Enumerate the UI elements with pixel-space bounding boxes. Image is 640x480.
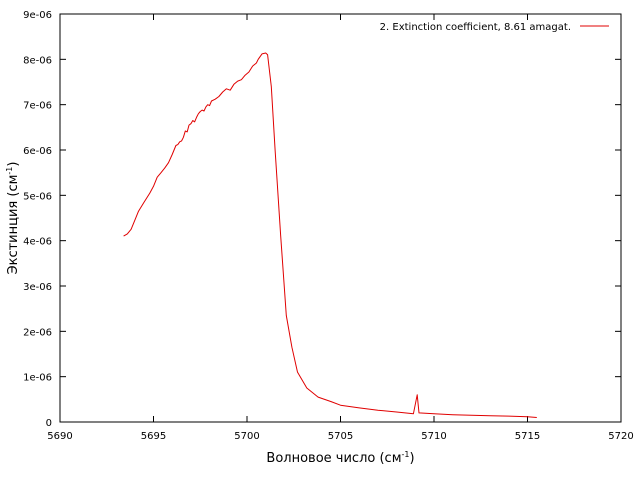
y-tick-label: 1e-06 [23, 373, 52, 384]
x-tick-label: 5720 [608, 431, 633, 442]
y-tick-label: 7e-06 [23, 101, 52, 112]
series-layer [123, 52, 537, 418]
x-tick-label: 5715 [515, 431, 540, 442]
x-tick-label: 5695 [141, 431, 166, 442]
series-line [123, 52, 537, 418]
x-tick-label: 5710 [421, 431, 446, 442]
y-tick-label: 9e-06 [23, 10, 52, 21]
y-tick-label: 8e-06 [23, 55, 52, 66]
y-tick-label: 4e-06 [23, 237, 52, 248]
x-tick-label: 5690 [47, 431, 72, 442]
plot-border [59, 13, 622, 423]
y-axis-label: Экстинция (см-1) [5, 162, 21, 275]
y-tick-label: 3e-06 [23, 282, 52, 293]
legend-entry-label: 2. Extinction coefficient, 8.61 amagat. [380, 22, 571, 33]
x-axis-label: Волновое число (см-1) [266, 450, 414, 466]
x-tick-label: 5700 [234, 431, 259, 442]
tick-labels: 5690 5695 5700 5705 5710 5715 5720 0 1e-06 2e-06 3… [23, 10, 634, 442]
x-tick-label: 5705 [328, 431, 353, 442]
y-tick-label: 5e-06 [23, 191, 52, 202]
legend: 2. Extinction coefficient, 8.61 amagat. [380, 22, 609, 33]
y-tick-label: 2e-06 [23, 327, 52, 338]
y-tick-label: 0 [46, 418, 52, 429]
y-tick-label: 6e-06 [23, 146, 52, 157]
